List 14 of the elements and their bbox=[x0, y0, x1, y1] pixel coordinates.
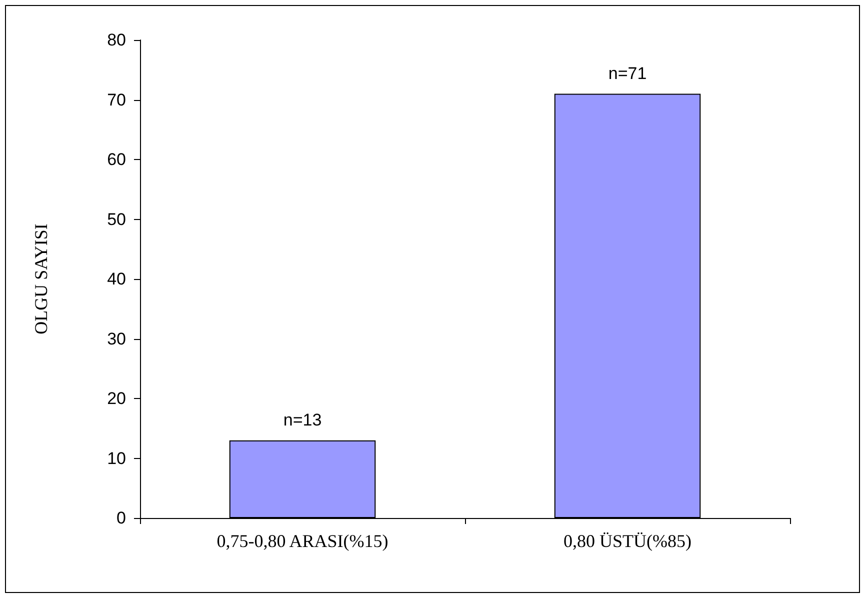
y-tick-label: 50 bbox=[107, 210, 126, 229]
y-tick-label: 80 bbox=[107, 30, 126, 50]
y-tick-label: 20 bbox=[107, 389, 126, 408]
y-tick-label: 0 bbox=[116, 508, 126, 528]
data-label: n=13 bbox=[283, 410, 322, 430]
y-tick-label: 60 bbox=[107, 150, 126, 169]
y-tick-label: 10 bbox=[107, 448, 126, 468]
y-axis-title: OLGU SAYISI bbox=[31, 224, 51, 334]
y-tick-label: 70 bbox=[107, 90, 126, 110]
data-label: n=71 bbox=[608, 64, 647, 83]
x-tick-label: 0,80 ÜSTÜ(%85) bbox=[564, 531, 692, 551]
x-tick-label: 0,75-0,80 ARASI(%15) bbox=[216, 531, 388, 551]
y-tick-label: 40 bbox=[107, 270, 126, 288]
y-tick-label: 30 bbox=[107, 329, 126, 348]
